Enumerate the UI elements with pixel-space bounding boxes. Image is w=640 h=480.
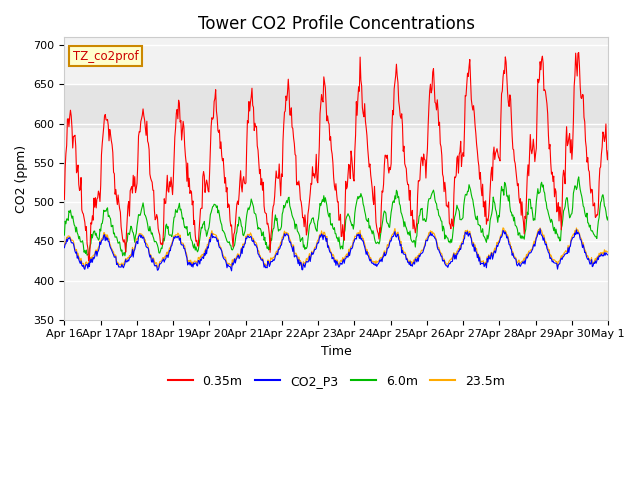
Bar: [65, 84, 608, 128]
Text: TZ_co2prof: TZ_co2prof: [72, 50, 138, 63]
Y-axis label: CO2 (ppm): CO2 (ppm): [15, 144, 28, 213]
Title: Tower CO2 Profile Concentrations: Tower CO2 Profile Concentrations: [198, 15, 475, 33]
X-axis label: Time: Time: [321, 345, 351, 358]
Legend: 0.35m, CO2_P3, 6.0m, 23.5m: 0.35m, CO2_P3, 6.0m, 23.5m: [163, 370, 510, 393]
